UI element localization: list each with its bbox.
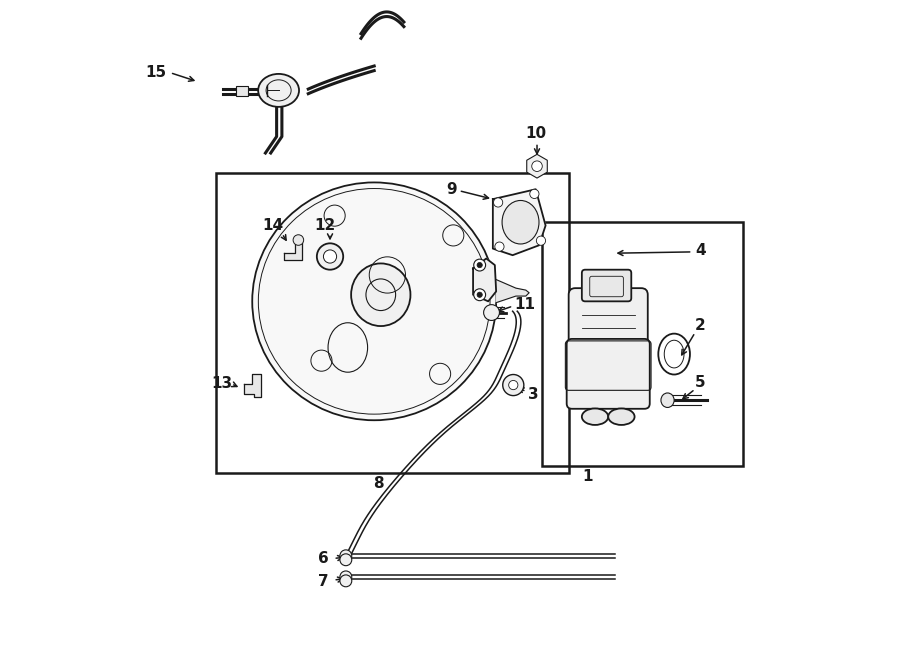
Circle shape [340, 554, 352, 566]
FancyBboxPatch shape [581, 269, 631, 301]
Circle shape [495, 242, 504, 252]
Circle shape [473, 289, 486, 301]
Text: 9: 9 [446, 182, 456, 197]
Text: 8: 8 [374, 477, 384, 491]
Bar [543, 222, 743, 466]
Circle shape [508, 381, 518, 390]
Circle shape [503, 375, 524, 396]
Polygon shape [244, 374, 261, 397]
Bar [216, 173, 569, 473]
Text: 10: 10 [525, 126, 546, 141]
Text: 3: 3 [527, 387, 538, 402]
Ellipse shape [581, 408, 608, 425]
FancyBboxPatch shape [569, 288, 648, 354]
Circle shape [293, 235, 303, 246]
Circle shape [477, 262, 482, 267]
Circle shape [483, 305, 500, 320]
Text: 15: 15 [146, 65, 166, 80]
Text: 2: 2 [695, 318, 706, 333]
Ellipse shape [608, 408, 634, 425]
Text: 5: 5 [695, 375, 706, 390]
Polygon shape [496, 279, 529, 303]
Circle shape [493, 198, 503, 207]
Text: 14: 14 [262, 218, 284, 233]
Circle shape [530, 189, 539, 199]
Polygon shape [284, 242, 302, 260]
Text: 6: 6 [319, 551, 328, 566]
Ellipse shape [258, 74, 299, 107]
Ellipse shape [252, 183, 496, 420]
Circle shape [477, 292, 482, 297]
Circle shape [340, 550, 352, 562]
Text: 13: 13 [212, 376, 232, 391]
Circle shape [340, 575, 352, 587]
Circle shape [323, 250, 337, 263]
Ellipse shape [351, 263, 410, 326]
Polygon shape [493, 189, 545, 255]
Text: 11: 11 [515, 297, 536, 312]
Circle shape [317, 244, 343, 269]
Polygon shape [473, 258, 496, 301]
Text: 7: 7 [319, 574, 328, 589]
Circle shape [473, 259, 486, 271]
Bar [236, 86, 248, 95]
Ellipse shape [502, 201, 539, 244]
Circle shape [532, 161, 543, 171]
Ellipse shape [661, 393, 674, 408]
Text: 12: 12 [314, 218, 336, 233]
Circle shape [536, 236, 545, 246]
Circle shape [340, 571, 352, 583]
Text: 4: 4 [695, 243, 706, 258]
FancyBboxPatch shape [567, 339, 650, 409]
Text: 1: 1 [581, 469, 592, 483]
